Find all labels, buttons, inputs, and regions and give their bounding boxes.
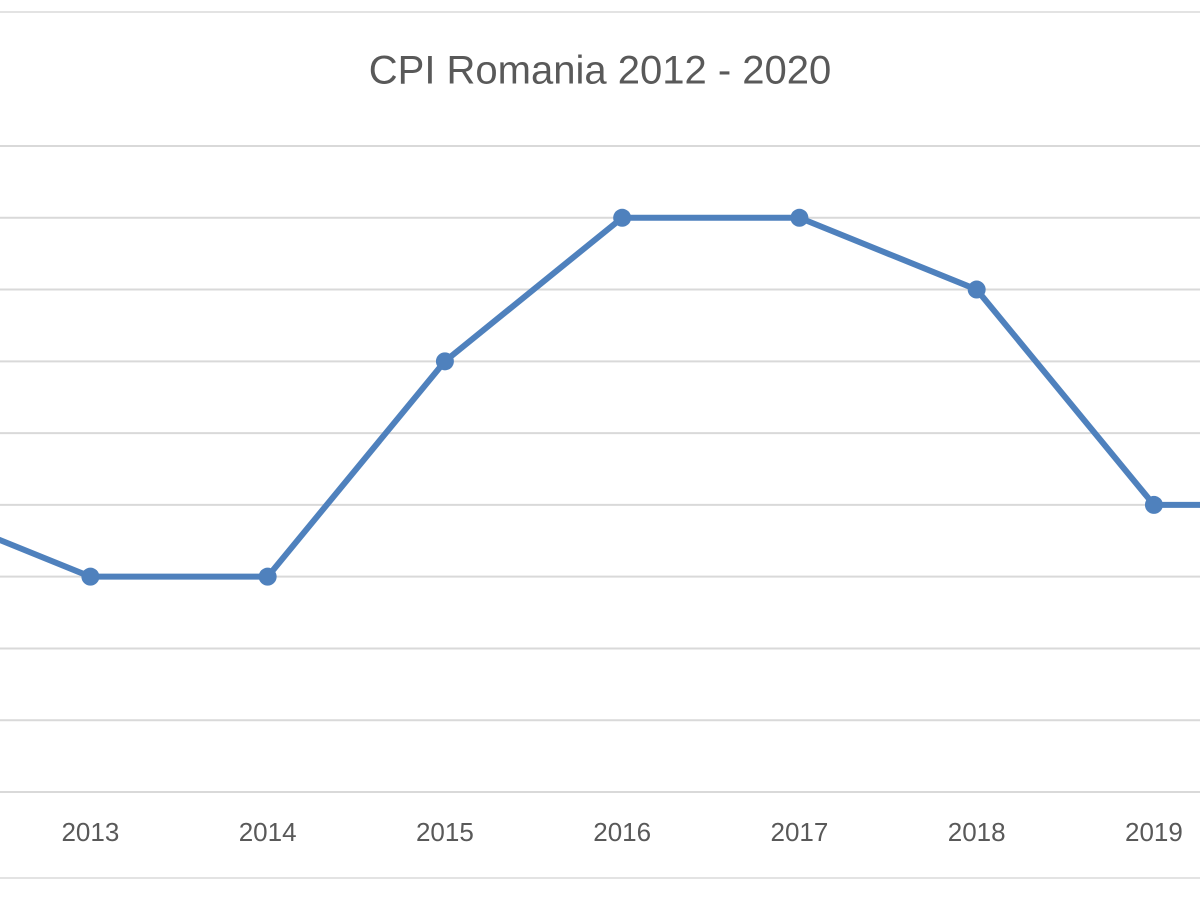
x-tick-label: 2018 (948, 817, 1006, 847)
x-tick-label: 2019 (1125, 817, 1183, 847)
point (967, 280, 986, 299)
point (613, 208, 632, 227)
grid: 2013 2014 2015 2016 2017 2018 2019 (0, 145, 1200, 847)
chart-title: CPI Romania 2012 - 2020 (369, 49, 832, 93)
point (1144, 495, 1163, 514)
point (435, 352, 454, 371)
plot-area (0, 208, 1200, 586)
point (258, 567, 277, 586)
point (790, 208, 809, 227)
x-tick-label: 2013 (61, 817, 119, 847)
point (81, 567, 100, 586)
x-tick-label: 2016 (593, 817, 651, 847)
x-tick-label: 2017 (770, 817, 828, 847)
x-tick-label: 2015 (416, 817, 474, 847)
x-tick-label: 2014 (239, 817, 297, 847)
line (0, 214, 1200, 580)
